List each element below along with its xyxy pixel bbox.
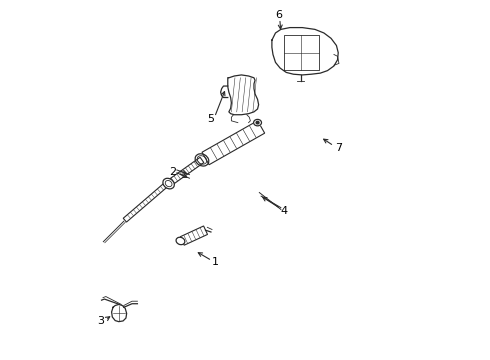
Text: 2: 2 — [169, 167, 176, 177]
Text: 1: 1 — [212, 257, 219, 267]
Polygon shape — [168, 157, 204, 185]
Text: 4: 4 — [280, 206, 287, 216]
Polygon shape — [123, 183, 168, 222]
Ellipse shape — [254, 120, 262, 126]
Ellipse shape — [163, 178, 174, 189]
Polygon shape — [202, 121, 265, 165]
Text: 7: 7 — [335, 143, 343, 153]
Polygon shape — [180, 226, 207, 245]
Text: 6: 6 — [275, 10, 283, 20]
Ellipse shape — [256, 121, 259, 124]
Ellipse shape — [176, 237, 185, 245]
Text: 5: 5 — [207, 114, 214, 124]
Text: 3: 3 — [98, 316, 104, 326]
